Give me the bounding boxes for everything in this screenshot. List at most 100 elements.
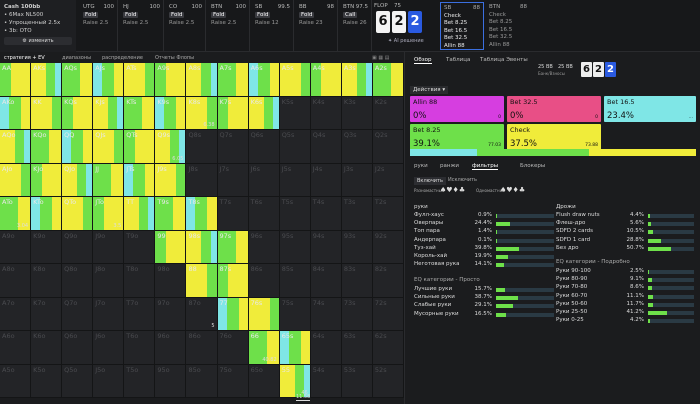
sb-opt-check[interactable]: Check [444, 12, 461, 19]
hand-cell-kqs[interactable]: KQs [62, 96, 94, 130]
hand-cell-t6s[interactable]: T6s [248, 197, 280, 231]
hand-cell-95o[interactable]: 95o [155, 364, 187, 398]
position-sub-action[interactable]: Raise 23 [299, 20, 323, 26]
exclude-button[interactable]: Исключить [448, 177, 477, 183]
hand-cell-a6s[interactable]: A6s [248, 63, 280, 97]
hand-cell-82s[interactable]: 82s [372, 264, 404, 298]
hand-cell-72s[interactable]: 72s [372, 297, 404, 331]
tab-flop-reports[interactable]: Отчеты Флопы [155, 55, 195, 61]
hand-cell-q7o[interactable]: Q7o [62, 297, 94, 331]
subtab-blockers[interactable]: Блокеры [520, 163, 546, 169]
stat-row-draws[interactable]: Flush draw nuts 4.4% [556, 212, 694, 220]
hand-cell-t8o[interactable]: T8o [124, 264, 156, 298]
stat-row-eq[interactable]: Лучшие руки 15.7% [414, 286, 554, 294]
hand-cell-k6o[interactable]: K6o [31, 331, 63, 365]
stat-row-hands[interactable]: Андерпара 0.1% [414, 237, 554, 245]
hand-cell-k8s[interactable]: K8s 6.38 [186, 96, 218, 130]
position-sub-action[interactable]: Raise 26 [343, 20, 367, 26]
hand-cell-74s[interactable]: 74s [310, 297, 342, 331]
position-sb-4[interactable]: SB 99.5 Fold Raise 12 [252, 0, 294, 52]
hand-cell-65s[interactable]: 65s [279, 331, 311, 365]
sb-opt-allin[interactable]: Allin 88 [444, 42, 465, 49]
hand-cell-qjo[interactable]: QJo [62, 163, 94, 197]
hand-cell-j7o[interactable]: J7o [93, 297, 125, 331]
stat-row-hands[interactable]: Неготовая рука 14.1% [414, 261, 554, 269]
sb-opt-bet-32[interactable]: Bet 32.5 [444, 35, 468, 41]
hand-cell-q6o[interactable]: Q6o [62, 331, 94, 365]
hand-cell-98s[interactable]: 98s [186, 230, 218, 264]
hand-cell-j4s[interactable]: J4s [310, 163, 342, 197]
hand-cell-83s[interactable]: 83s [341, 264, 373, 298]
hand-cell-65o[interactable]: 65o [248, 364, 280, 398]
hand-cell-k7o[interactable]: K7o [31, 297, 63, 331]
hand-cell-97s[interactable]: 97s [217, 230, 249, 264]
position-action[interactable]: Call [343, 12, 358, 18]
stat-row-draws[interactable]: SDFD 1 card 28.8% [556, 237, 694, 245]
stat-row-draws[interactable]: Без дро 50.7% [556, 245, 694, 253]
hand-cell-kk[interactable]: KK [31, 96, 63, 130]
position-bb-5[interactable]: BB 98 Fold Raise 23 [296, 0, 338, 52]
position-action[interactable]: Fold [211, 12, 227, 18]
hand-cell-a3s[interactable]: A3s [341, 63, 373, 97]
hand-cell-ato[interactable]: ATo 3.04 [0, 197, 32, 231]
hand-cell-a8s[interactable]: A8s [186, 63, 218, 97]
hand-cell-q6s[interactable]: Q6s [248, 130, 280, 164]
hand-cell-k4s[interactable]: K4s [310, 96, 342, 130]
hand-cell-j8o[interactable]: J8o [93, 264, 125, 298]
hand-cell-t7s[interactable]: T7s [217, 197, 249, 231]
stat-row-hands[interactable]: Оверпары 24.4% [414, 220, 554, 228]
hand-cell-a5o[interactable]: A5o [0, 364, 32, 398]
hand-cell-q9s[interactable]: Q9s 6.05 [155, 130, 187, 164]
action-card-2[interactable]: Bet 16.5 23.4% ... [604, 96, 696, 122]
hand-cell-85s[interactable]: 85s [279, 264, 311, 298]
hand-cell-54s[interactable]: 54s [310, 364, 342, 398]
hand-cell-t2s[interactable]: T2s [372, 197, 404, 231]
hand-cell-66[interactable]: 66 40.82 [248, 331, 280, 365]
hand-cell-75o[interactable]: 75o [217, 364, 249, 398]
hand-cell-ats[interactable]: ATs [124, 63, 156, 97]
stat-row-eq[interactable]: Мусорные руки 16.5% [414, 311, 554, 319]
hand-cell-q8o[interactable]: Q8o [62, 264, 94, 298]
position-co-2[interactable]: CO 100 Fold Raise 2.5 [166, 0, 206, 52]
hand-cell-97o[interactable]: 97o [155, 297, 187, 331]
include-button[interactable]: Включить [414, 177, 446, 185]
hand-cell-ajo[interactable]: AJo [0, 163, 32, 197]
hand-cell-t8s[interactable]: T8s [186, 197, 218, 231]
stat-row-eq2[interactable]: Руки 60-70 11.1% [556, 293, 694, 301]
hand-cell-jts[interactable]: JTs [124, 163, 156, 197]
view-toggle-icon[interactable]: ▣ ▦ ▤ [372, 55, 390, 61]
hand-cell-k9o[interactable]: K9o [31, 230, 63, 264]
hand-cell-87o[interactable]: 87o 5 [186, 297, 218, 331]
subtab-hands[interactable]: руки [414, 163, 428, 169]
position-action[interactable]: Fold [123, 12, 139, 18]
hand-cell-j8s[interactable]: J8s [186, 163, 218, 197]
position-action[interactable]: Fold [299, 12, 315, 18]
hand-cell-96o[interactable]: 96o [155, 331, 187, 365]
stat-row-draws[interactable]: Флеш-дро 5.6% [556, 220, 694, 228]
hand-cell-ako[interactable]: AKo [0, 96, 32, 130]
hand-cell-a7o[interactable]: A7o [0, 297, 32, 331]
action-card-1[interactable]: Bet 32.5 0% 0 [507, 96, 601, 122]
suit-icons-suited[interactable]: ♠♥♦♣ [500, 186, 526, 194]
hand-cell-88[interactable]: 88 [186, 264, 218, 298]
position-utg-0[interactable]: UTG 100 Fold Raise 2.5 [80, 0, 118, 52]
hand-cell-kqo[interactable]: KQo [31, 130, 63, 164]
position-hj-1[interactable]: HJ 100 Fold Raise 2.5 [120, 0, 164, 52]
hand-cell-qts[interactable]: QTs [124, 130, 156, 164]
position-action[interactable]: Fold [255, 12, 271, 18]
position-btn-6[interactable]: BTN 97.5 Call Raise 26 [340, 0, 372, 52]
hand-cell-t9s[interactable]: T9s [155, 197, 187, 231]
hand-cell-85o[interactable]: 85o [186, 364, 218, 398]
hand-cell-j9o[interactable]: J9o [93, 230, 125, 264]
action-card-0[interactable]: Allin 88 0% 0 [410, 96, 504, 122]
position-sub-action[interactable]: Raise 2.5 [83, 20, 109, 26]
hand-cell-kjo[interactable]: KJo [31, 163, 63, 197]
hand-cell-jj[interactable]: JJ [93, 163, 125, 197]
stat-row-hands[interactable]: Туз-хай 39.8% [414, 245, 554, 253]
hand-cell-k5o[interactable]: K5o [31, 364, 63, 398]
hand-cell-a7s[interactable]: A7s [217, 63, 249, 97]
suit-icons-offsuit[interactable]: ♠♥♦♣ [440, 186, 466, 194]
hand-cell-k3s[interactable]: K3s [341, 96, 373, 130]
hand-cell-ajs[interactable]: AJs [93, 63, 125, 97]
tab-table-events[interactable]: Таблица Эвенты [480, 57, 528, 63]
